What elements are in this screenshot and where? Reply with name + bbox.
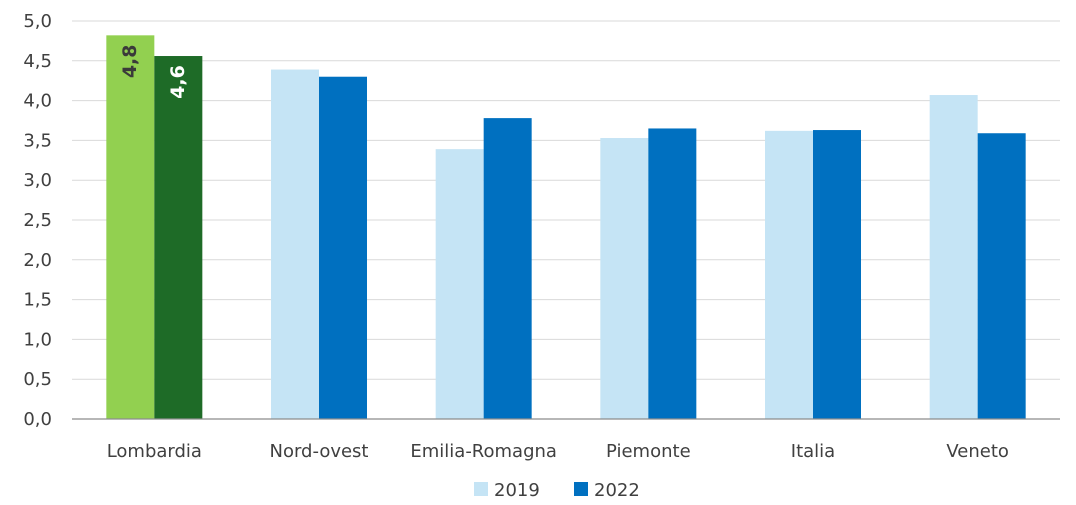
bar-2022-italia <box>813 130 861 419</box>
y-tick-label: 4,5 <box>23 51 52 72</box>
bar-2019-veneto <box>929 95 978 419</box>
legend: 2019 2022 <box>474 480 640 501</box>
y-tick-label: 2,0 <box>23 250 52 271</box>
bar-2019-italia <box>765 130 813 419</box>
x-category-label: Italia <box>791 441 835 462</box>
legend-label-2019: 2019 <box>494 480 540 501</box>
y-tick-label: 1,5 <box>23 290 52 311</box>
y-tick-label: 0,0 <box>23 409 52 430</box>
data-labels: 4,8 4,6 <box>119 44 189 98</box>
data-label-2022: 4,6 <box>167 65 189 99</box>
bars <box>106 35 1026 420</box>
legend-swatch-2022 <box>574 482 588 496</box>
bar-2022-veneto <box>977 133 1026 419</box>
y-tick-label: 1,0 <box>23 329 52 350</box>
y-tick-label: 4,0 <box>23 91 52 112</box>
category-labels: Lombardia Nord-ovest Emilia-Romagna Piemont… <box>107 441 1009 462</box>
y-tick-label: 2,5 <box>23 210 52 231</box>
bar-2022-nord-ovest <box>319 76 367 419</box>
bar-2022-lombardia <box>154 56 203 420</box>
y-tick-label: 5,0 <box>23 11 52 32</box>
x-category-label: Nord-ovest <box>270 441 369 462</box>
legend-label-2022: 2022 <box>594 480 640 501</box>
x-category-label: Piemonte <box>606 441 691 462</box>
gridlines <box>72 20 1060 380</box>
legend-swatch-2019 <box>474 482 488 496</box>
bar-2019-nord-ovest <box>271 69 319 419</box>
y-axis-ticks: 0,0 0,5 1,0 1,5 2,0 2,5 3,0 3,5 4,0 4,5 5,0 <box>23 11 52 430</box>
data-label-2019: 4,8 <box>119 44 141 78</box>
y-tick-label: 0,5 <box>23 369 52 390</box>
y-tick-label: 3,5 <box>23 130 52 151</box>
bar-2019-emilia-romagna <box>435 149 484 419</box>
bar-2022-piemonte <box>648 128 697 419</box>
bar-2022-emilia-romagna <box>483 118 532 419</box>
x-category-label: Lombardia <box>107 441 202 462</box>
x-category-label: Emilia-Romagna <box>410 441 557 462</box>
bar-2019-piemonte <box>600 138 649 419</box>
y-tick-label: 3,0 <box>23 170 52 191</box>
x-category-label: Veneto <box>946 441 1009 462</box>
bar-2019-lombardia <box>106 35 155 419</box>
